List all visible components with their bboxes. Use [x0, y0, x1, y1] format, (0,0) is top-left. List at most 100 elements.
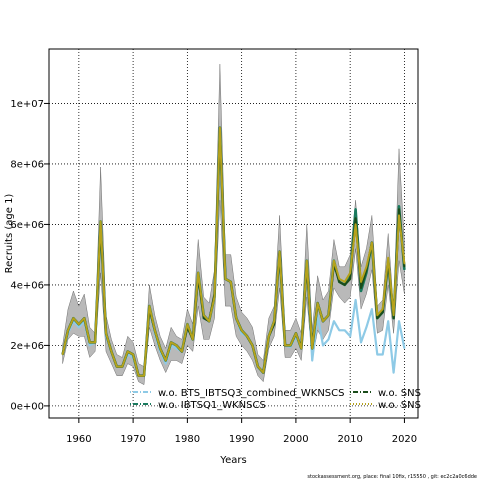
y-tick-label: 1e+07: [10, 99, 44, 110]
data-point: [398, 205, 400, 207]
data-point: [322, 344, 324, 347]
data-point: [78, 326, 80, 328]
legend-item-1: w.o. BTS_IBTSQ3_combined_WKNSCS: [130, 388, 344, 399]
data-point: [371, 308, 373, 310]
y-tick-label: 8e+06: [10, 159, 44, 170]
y-tick-label: 2e+06: [10, 341, 44, 352]
series-4: [61, 126, 406, 377]
footer-stamp: stockassessment.org, place: final 10fix,…: [307, 474, 477, 480]
data-point: [132, 353, 134, 356]
data-point: [382, 353, 384, 356]
data-point: [392, 314, 395, 316]
x-axis-title: Years: [219, 455, 246, 466]
series-line-4: [61, 126, 406, 377]
data-point: [89, 341, 91, 343]
data-point: [224, 278, 226, 280]
data-point: [175, 347, 178, 350]
data-point: [181, 350, 183, 353]
data-point: [61, 353, 64, 356]
data-point: [110, 350, 113, 353]
plot-frame: [48, 48, 419, 419]
data-point: [311, 359, 313, 362]
data-point: [322, 320, 324, 322]
data-point: [203, 314, 205, 316]
data-point: [392, 372, 395, 374]
data-point: [398, 320, 400, 322]
data-point: [382, 311, 384, 313]
data-point: [94, 341, 96, 343]
data-point: [246, 335, 248, 337]
data-point: [295, 332, 297, 334]
legend-item-3: w.o. SNS: [350, 388, 421, 399]
data-point: [387, 257, 389, 259]
data-point: [262, 372, 264, 374]
data-point: [360, 290, 362, 292]
data-point: [338, 281, 340, 283]
data-point: [170, 341, 172, 343]
data-point: [349, 272, 351, 274]
data-point: [387, 320, 389, 322]
data-point: [230, 281, 232, 283]
legend-label: w.o. SNS: [378, 400, 421, 411]
data-point: [317, 302, 319, 304]
data-point: [365, 326, 368, 328]
data-point: [354, 223, 357, 226]
data-point: [105, 332, 107, 334]
data-point: [137, 375, 140, 377]
data-point: [376, 317, 378, 319]
data-point: [403, 266, 406, 268]
data-point: [89, 344, 91, 347]
data-point: [279, 251, 281, 253]
data-point: [365, 266, 368, 268]
data-point: [235, 317, 237, 319]
x-tick-label: 1960: [66, 434, 91, 445]
data-point: [72, 317, 75, 319]
data-point: [392, 317, 395, 319]
series-lines: [61, 126, 406, 378]
data-point: [116, 365, 118, 368]
legend-item-2: w.o. IBTSQ1_WKNSCS: [130, 400, 266, 411]
data-point: [67, 329, 69, 331]
data-point: [306, 260, 308, 262]
data-point: [127, 350, 129, 353]
data-point: [360, 341, 362, 343]
data-point: [186, 323, 188, 325]
data-point: [349, 278, 351, 280]
data-point: [257, 365, 259, 368]
y-tick-label: 4e+06: [10, 280, 44, 291]
data-point: [376, 314, 378, 316]
data-point: [241, 329, 243, 331]
x-tick-label: 1990: [229, 434, 254, 445]
x-tick-label: 1980: [175, 434, 200, 445]
data-point: [273, 320, 275, 322]
data-point: [354, 299, 357, 301]
series-3: [61, 129, 406, 377]
data-point: [197, 272, 199, 274]
data-point: [213, 296, 216, 298]
data-point: [148, 305, 150, 307]
data-point: [333, 260, 335, 262]
data-point: [344, 329, 346, 331]
data-point: [311, 347, 313, 350]
data-point: [354, 217, 357, 219]
data-point: [403, 269, 406, 271]
data-point: [143, 375, 145, 377]
data-point: [327, 338, 330, 340]
x-tick-label: 1970: [120, 434, 145, 445]
data-point: [382, 308, 384, 310]
grid-lines: [49, 49, 418, 418]
data-point: [208, 320, 210, 322]
legend-item-4: w.o. SNS: [350, 400, 421, 411]
data-point: [251, 344, 254, 347]
data-point: [121, 365, 123, 368]
data-point: [398, 214, 400, 216]
data-point: [99, 220, 102, 223]
y-tick-label: 0e+00: [10, 401, 44, 412]
data-point: [327, 314, 330, 316]
y-axis-title: Recruits (age 1): [4, 194, 15, 274]
data-point: [289, 344, 292, 347]
legend-label: w.o. BTS_IBTSQ3_combined_WKNSCS: [158, 388, 344, 399]
y-tick-label: 6e+06: [10, 220, 44, 231]
